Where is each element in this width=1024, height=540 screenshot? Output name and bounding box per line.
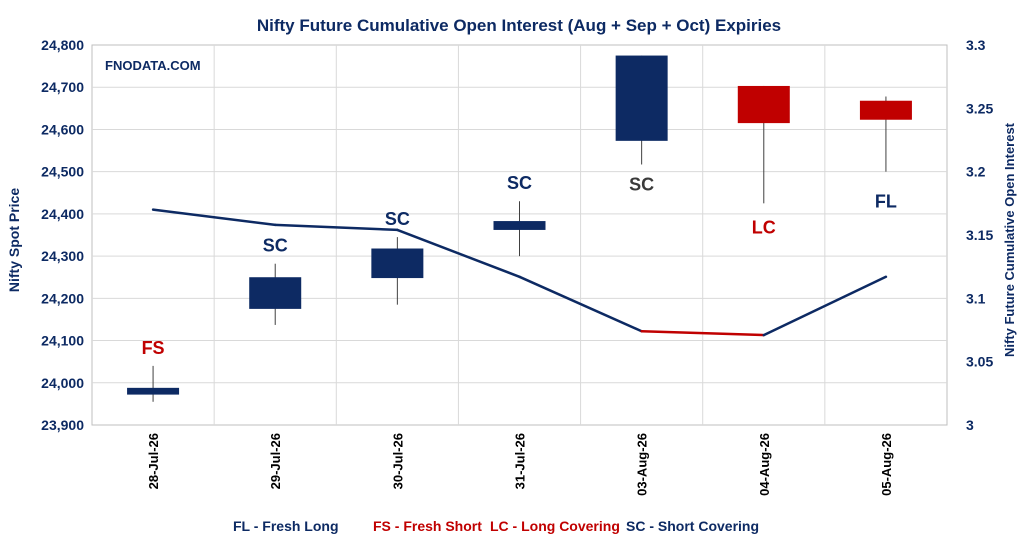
candle-body — [859, 100, 912, 120]
y2-axis-ticks: 3 3.05 3.1 3.15 3.2 3.25 3.3 — [966, 37, 993, 433]
y-tick-label: 23,900 — [41, 417, 84, 433]
y-tick-label: 24,000 — [41, 375, 84, 391]
oi-line-segment — [396, 228, 521, 279]
x-axis-ticks: 28-Jul-26 29-Jul-26 30-Jul-26 31-Jul-26 03-A… — [146, 433, 894, 496]
legend-sc: SC - Short Covering — [626, 518, 759, 534]
oi-line-segment — [518, 275, 643, 333]
x-tick-label: 28-Jul-26 — [146, 433, 161, 489]
oi-line-segment — [640, 330, 766, 337]
y2-tick-label: 3 — [966, 417, 974, 433]
y-tick-label: 24,400 — [41, 206, 84, 222]
y2-tick-label: 3.05 — [966, 354, 993, 370]
y2-tick-label: 3.1 — [966, 290, 986, 306]
x-tick-label: 04-Aug-26 — [757, 433, 772, 496]
oi-line-segment — [762, 275, 888, 337]
candle-body — [371, 248, 424, 279]
oi-line-segment — [151, 208, 277, 227]
y2-tick-label: 3.15 — [966, 227, 993, 243]
y-tick-label: 24,300 — [41, 248, 84, 264]
candle-labels: FS SC SC SC SC LC FL — [142, 173, 897, 358]
x-tick-label: 31-Jul-26 — [513, 433, 528, 489]
candle-body — [493, 221, 546, 230]
oi-line-segment — [273, 223, 399, 232]
y-axis-label: Nifty Spot Price — [6, 188, 22, 292]
candle-label: SC — [385, 209, 410, 229]
y2-tick-label: 3.3 — [966, 37, 986, 53]
x-tick-label: 03-Aug-26 — [635, 433, 650, 496]
oi-line — [151, 208, 888, 337]
x-tick-label: 30-Jul-26 — [390, 433, 405, 489]
y-tick-label: 24,600 — [41, 121, 84, 137]
candle-label: FS — [142, 338, 165, 358]
y2-axis-label: Nifty Future Cumulative Open Interest — [1002, 122, 1017, 357]
candle-body — [127, 387, 180, 395]
candle-label: FL — [875, 192, 897, 212]
y-tick-label: 24,500 — [41, 164, 84, 180]
legend-fl: FL - Fresh Long — [233, 518, 339, 534]
grid-lines — [92, 45, 947, 425]
y-tick-label: 24,100 — [41, 333, 84, 349]
candle-body — [737, 85, 790, 124]
candle-label: LC — [752, 217, 776, 237]
y-tick-label: 24,700 — [41, 79, 84, 95]
y2-tick-label: 3.2 — [966, 164, 986, 180]
candle-body — [615, 55, 668, 141]
candle-label: SC — [263, 236, 288, 256]
legend: FL - Fresh Long FS - Fresh Short LC - Lo… — [233, 518, 759, 534]
candles — [127, 55, 912, 402]
y2-tick-label: 3.25 — [966, 100, 993, 116]
legend-fs: FS - Fresh Short — [373, 518, 482, 534]
x-tick-label: 05-Aug-26 — [879, 433, 894, 496]
chart-title: Nifty Future Cumulative Open Interest (A… — [257, 16, 781, 35]
legend-lc: LC - Long Covering — [490, 518, 620, 534]
candle-label: SC — [629, 174, 654, 194]
candle-body — [249, 277, 302, 309]
candle-label: SC — [507, 173, 532, 193]
y-tick-label: 24,800 — [41, 37, 84, 53]
y-axis-ticks: 23,900 24,000 24,100 24,200 24,300 24,400 24,5… — [41, 37, 84, 433]
y-tick-label: 24,200 — [41, 290, 84, 306]
x-tick-label: 29-Jul-26 — [268, 433, 283, 489]
watermark-text: FNODATA.COM — [105, 58, 201, 73]
